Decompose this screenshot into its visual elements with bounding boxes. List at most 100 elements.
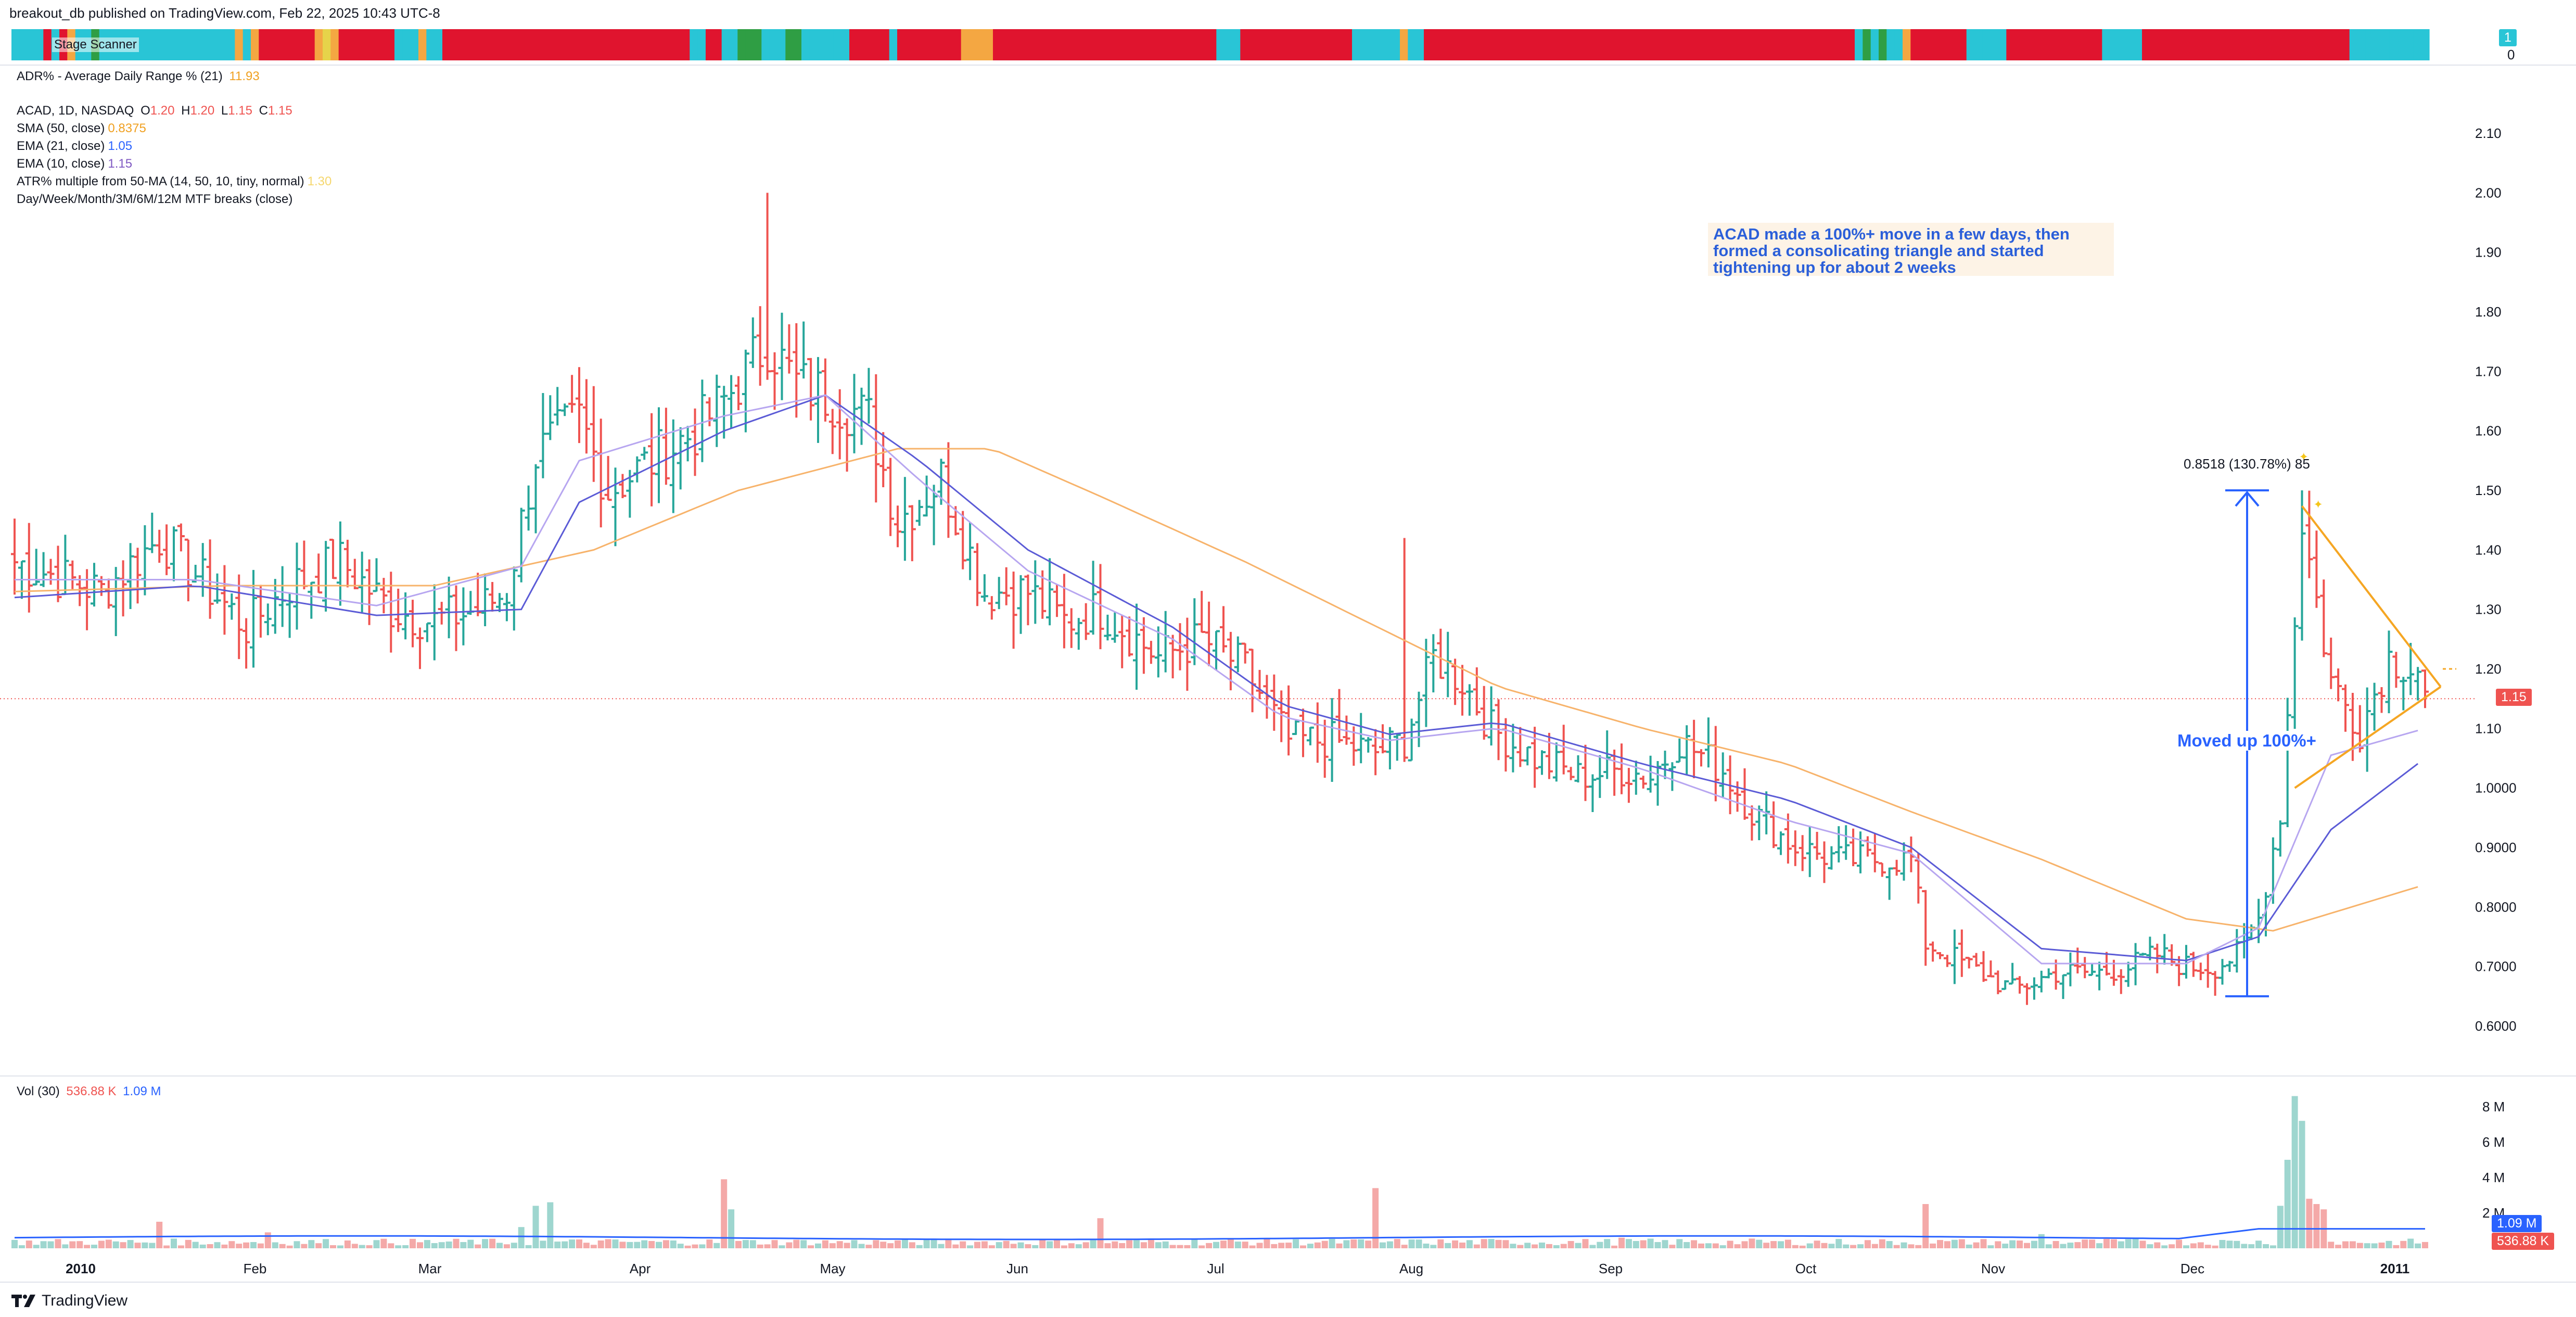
volume-tick-label: 8 M (2482, 1099, 2505, 1115)
volume-bar (1770, 1241, 1777, 1248)
volume-bar (1502, 1240, 1509, 1248)
volume-bar (1741, 1241, 1748, 1248)
volume-bar (2139, 1240, 2146, 1248)
stage-cell (897, 29, 906, 60)
volume-bar (967, 1245, 974, 1248)
stage-cell (155, 29, 163, 60)
stage-cell (1511, 29, 1520, 60)
last-price-badge: 1.15 (2496, 689, 2532, 706)
price-tick-label: 1.10 (2475, 720, 2502, 736)
volume-bar (1669, 1245, 1676, 1248)
volume-bar (315, 1243, 322, 1248)
volume-bar (1517, 1245, 1524, 1248)
volume-bar (1828, 1244, 1835, 1248)
stage-cell (2205, 29, 2214, 60)
stage-cell (562, 29, 570, 60)
stage-cell (2022, 29, 2031, 60)
stage-cell (1200, 29, 1209, 60)
volume-bar (2169, 1244, 2175, 1248)
volume-bar (76, 1241, 83, 1248)
volume-bar (177, 1245, 184, 1248)
stage-cell (506, 29, 515, 60)
volume-bar (1662, 1240, 1668, 1248)
stage-cell (163, 29, 172, 60)
volume-bar (105, 1239, 112, 1248)
volume-bar (822, 1240, 828, 1248)
stage-cell (977, 29, 986, 60)
volume-bar (1350, 1239, 1357, 1248)
stage-cell (1056, 29, 1065, 60)
stage-cell (418, 29, 427, 60)
stage-cell (1415, 29, 1424, 60)
stage-cell (2373, 29, 2382, 60)
stage-cell (1567, 29, 1576, 60)
stage-cell (1647, 29, 1656, 60)
stage-cell (1400, 29, 1408, 60)
volume-bar (2400, 1240, 2407, 1248)
stage-cell (969, 29, 977, 60)
stage-cell (2174, 29, 2183, 60)
stage-cell (1448, 29, 1456, 60)
volume-bar (1133, 1240, 1140, 1248)
volume-bar (662, 1240, 669, 1248)
volume-bar (1582, 1239, 1589, 1248)
stage-cell (1910, 29, 1919, 60)
volume-bar (47, 1241, 54, 1248)
volume-bar (749, 1240, 756, 1248)
stage-cell (2086, 29, 2095, 60)
stage-cell (785, 29, 794, 60)
stage-cell (426, 29, 435, 60)
price-tick-label: 2.00 (2475, 185, 2502, 200)
volume-bar (1973, 1242, 1980, 1248)
stage-cell (2150, 29, 2159, 60)
volume-bar (1227, 1239, 1234, 1248)
stage-cell (1368, 29, 1376, 60)
stage-cell (841, 29, 850, 60)
volume-bar (938, 1244, 945, 1248)
price-chart[interactable]: 2.10 2.00 1.90 1.80 1.70 1.60 1.50 1.40 1.30 1.20… (0, 66, 2576, 1075)
volume-bar (1423, 1244, 1430, 1248)
volume-bar (1857, 1244, 1864, 1248)
volume-bar (2082, 1239, 2088, 1248)
volume-bar (424, 1240, 430, 1248)
stage-cell (1918, 29, 1927, 60)
stage-cell (147, 29, 156, 60)
stage-cell (2246, 29, 2254, 60)
volume-bar (670, 1240, 677, 1248)
volume-bar (916, 1245, 923, 1248)
stage-cell (219, 29, 227, 60)
volume-bar (1206, 1243, 1213, 1248)
stage-cell (1161, 29, 1169, 60)
stage-cell (730, 29, 738, 60)
stage-scanner-label: Stage Scanner (52, 37, 139, 52)
volume-bar (2291, 1096, 2298, 1248)
volume-bar (489, 1238, 496, 1248)
volume-bar (1155, 1242, 1162, 1248)
volume-bar (1459, 1243, 1465, 1248)
stage-cell (1080, 29, 1089, 60)
low-value: 1.15 (228, 104, 252, 118)
stage-cell (1974, 29, 1983, 60)
volume-bar (1234, 1242, 1241, 1248)
volume-bar (2263, 1244, 2269, 1248)
stage-cell (825, 29, 834, 60)
stage-cell (2222, 29, 2230, 60)
stage-cell (1615, 29, 1624, 60)
volume-bar (2096, 1243, 2103, 1248)
annotation-note[interactable]: ACAD made a 100%+ move in a few days, th… (1708, 223, 2114, 276)
volume-bar (800, 1240, 807, 1248)
stage-cell (1304, 29, 1312, 60)
stage-cell (498, 29, 507, 60)
stage-cell (849, 29, 858, 60)
sma-line: SMA (50, close) 0.8375 (17, 120, 335, 137)
time-tick-label: Aug (1399, 1261, 1423, 1276)
volume-bar (62, 1244, 69, 1248)
close-label: C (259, 104, 268, 118)
stage-cell (1487, 29, 1496, 60)
volume-bar (2197, 1242, 2204, 1248)
volume-bar (1336, 1243, 1343, 1248)
volume-chart[interactable]: 8 M6 M4 M2 M (0, 1077, 2576, 1260)
stage-cell (649, 29, 658, 60)
tradingview-logo[interactable]: TradingView (11, 1292, 127, 1310)
stage-cell (1248, 29, 1257, 60)
